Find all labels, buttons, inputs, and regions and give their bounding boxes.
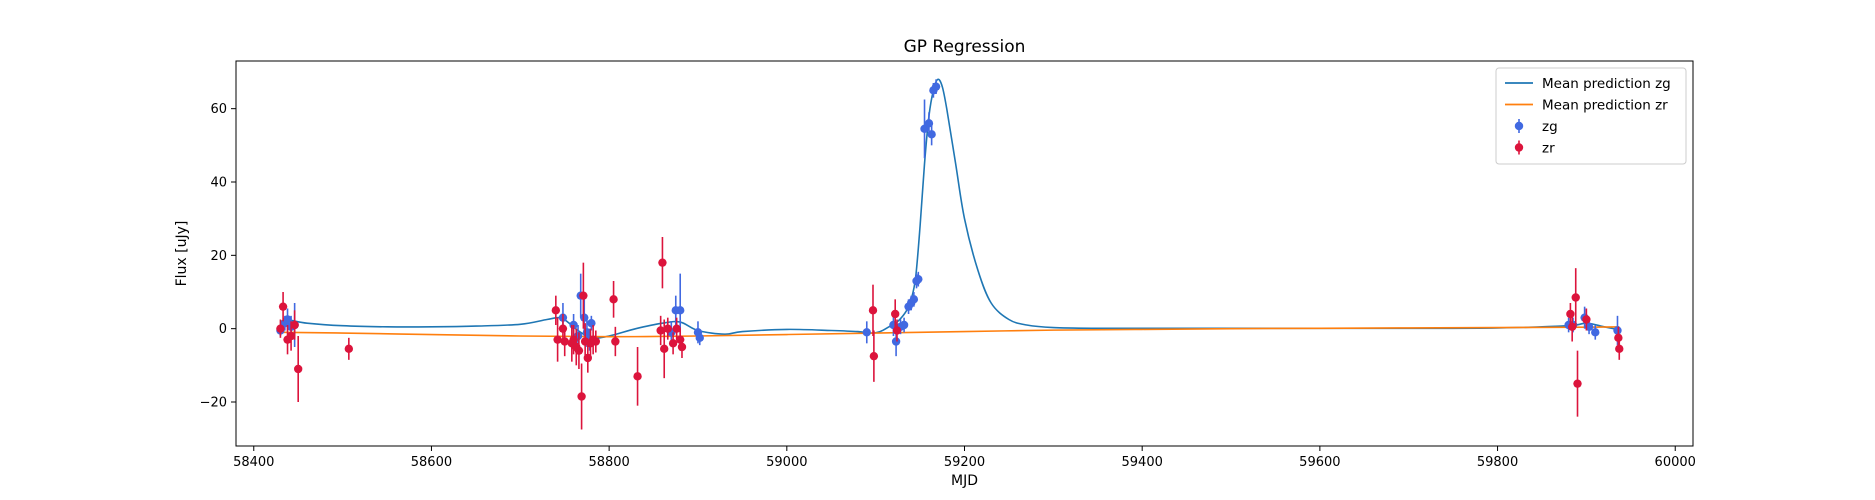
legend-box: [1495, 67, 1687, 165]
data-point: [862, 328, 871, 337]
data-point: [909, 295, 919, 304]
data-point: [293, 364, 303, 374]
x-tick-label: 58400: [233, 455, 274, 470]
legend-item: Mean prediction zg: [1505, 76, 1671, 92]
data-point: [869, 351, 879, 361]
data-point: [591, 337, 601, 346]
data-point: [1613, 326, 1622, 335]
y-tick-label: 20: [210, 249, 227, 264]
series-line-zg: [280, 78, 1620, 339]
data-point: [931, 82, 941, 91]
data-point: [695, 333, 704, 343]
data-point: [587, 318, 596, 328]
data-point: [283, 315, 292, 324]
x-tick-label: 59800: [1477, 455, 1518, 470]
data-point: [278, 302, 288, 311]
x-tick-label: 60000: [1655, 455, 1696, 470]
legend-label: zg: [1542, 119, 1558, 135]
data-point: [899, 320, 909, 330]
data-point: [891, 337, 901, 346]
x-axis: 58400 58600 58800 59000 59200 59400 59600 59800…: [233, 446, 1696, 470]
data-point: [892, 326, 902, 335]
data-point: [1615, 344, 1624, 354]
series-zr-points: [276, 237, 1624, 430]
data-point: [868, 306, 878, 315]
data-points: [276, 79, 1624, 430]
y-axis-label: Flux [uJy]: [174, 221, 190, 287]
data-point: [1566, 309, 1575, 319]
data-point: [927, 130, 936, 139]
data-point: [286, 331, 296, 341]
data-point: [290, 320, 299, 330]
data-point: [1571, 293, 1580, 302]
plot-area: [235, 60, 1694, 447]
x-tick-label: 59200: [944, 455, 985, 470]
prediction-lines: [280, 78, 1620, 339]
data-point: [660, 344, 669, 354]
data-point: [676, 335, 685, 344]
series-line-zr: [280, 326, 1620, 338]
data-point: [609, 295, 618, 304]
data-point: [579, 291, 588, 300]
data-point: [1614, 333, 1623, 343]
data-point: [676, 306, 685, 315]
y-axis: −20 0 20 40 60: [200, 102, 236, 411]
legend-item: zr: [1514, 140, 1555, 156]
y-tick-label: 60: [210, 102, 227, 117]
chart-title: GP Regression: [904, 37, 1026, 57]
x-axis-label: MJD: [951, 473, 978, 489]
y-tick-label: 0: [219, 322, 227, 337]
data-point: [1567, 322, 1577, 332]
legend-label: zr: [1542, 140, 1555, 156]
data-point: [611, 337, 620, 346]
legend-item: zg: [1514, 119, 1558, 135]
legend-swatch: [1514, 121, 1524, 131]
data-point: [553, 335, 562, 344]
data-point: [663, 324, 672, 333]
data-point: [677, 342, 687, 352]
data-point: [558, 324, 568, 333]
legend-swatch: [1514, 143, 1524, 152]
data-point: [891, 309, 900, 319]
data-point: [668, 339, 678, 348]
legend-item: Mean prediction zr: [1505, 97, 1668, 113]
data-point: [658, 258, 667, 267]
data-point: [1573, 379, 1582, 388]
data-point: [672, 324, 681, 333]
x-tick-label: 59000: [766, 455, 807, 470]
data-point: [577, 392, 586, 401]
x-tick-label: 59400: [1122, 455, 1163, 470]
legend-label: Mean prediction zr: [1542, 97, 1668, 113]
x-tick-label: 59600: [1299, 455, 1340, 470]
data-point: [1591, 328, 1600, 337]
data-point: [551, 306, 561, 315]
legend-label: Mean prediction zg: [1542, 76, 1671, 92]
data-point: [574, 346, 584, 355]
data-point: [276, 324, 285, 333]
x-tick-label: 58600: [411, 455, 452, 470]
data-point: [656, 326, 665, 335]
data-point: [1582, 315, 1591, 324]
legend: Mean prediction zg Mean prediction zr zg zr: [1495, 67, 1687, 165]
y-tick-label: 40: [210, 176, 227, 191]
data-point: [560, 337, 569, 346]
y-tick-label: −20: [200, 396, 227, 411]
x-tick-label: 58800: [588, 455, 629, 470]
data-point: [344, 344, 354, 354]
data-point: [914, 274, 923, 284]
data-point: [633, 372, 642, 381]
